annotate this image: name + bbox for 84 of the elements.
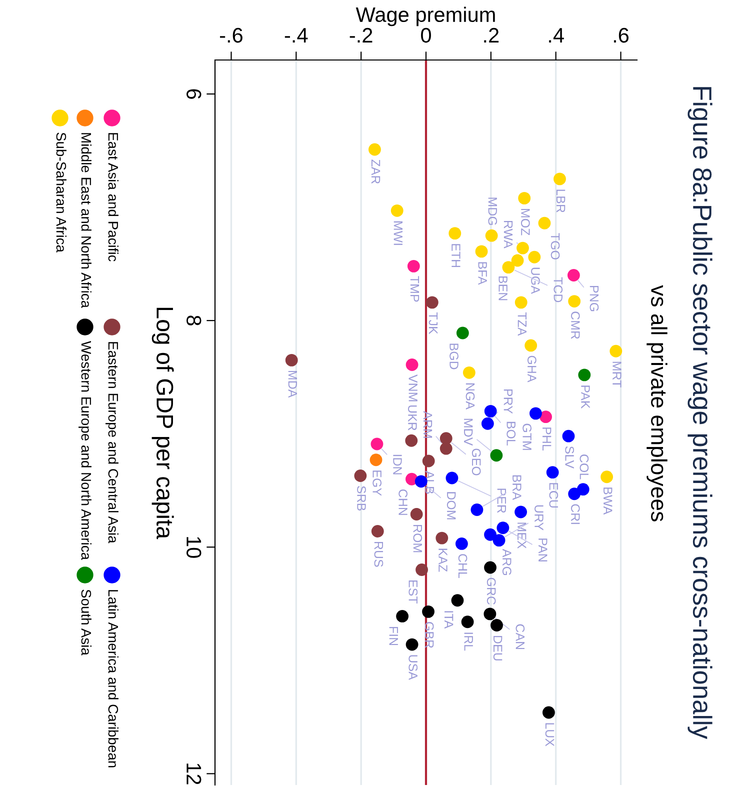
annotation: SRB [357, 486, 366, 511]
annotation: PAN [538, 538, 548, 562]
annotation: FIN [389, 626, 398, 646]
y-axis-title: Log of GDP per capita [152, 308, 174, 540]
annotation: PAK [581, 386, 590, 409]
annotation: GBR [424, 622, 434, 648]
annotation: TCD [554, 277, 563, 302]
annotation: GEO [472, 448, 481, 476]
annotation: GTM [522, 424, 532, 450]
annotation: COL [580, 454, 589, 480]
annotation: CHL [458, 554, 468, 578]
annotation: MEX [518, 522, 526, 549]
annotation: GRC [486, 578, 496, 605]
annotation: BGD [450, 344, 458, 370]
annotation: BRA [512, 475, 522, 500]
legend-label: South Asia [81, 590, 92, 656]
annotation: ARG [502, 548, 512, 576]
annotation: UKR [408, 405, 417, 430]
annotation: USA [408, 655, 418, 680]
annotation: DOM [446, 492, 456, 520]
annotation: KAZ [438, 548, 448, 572]
annotation: DEU [493, 636, 502, 660]
annotation: PER [497, 488, 506, 513]
annotation: TZA [518, 312, 526, 336]
annotation: LUX [545, 723, 554, 746]
annotation: MDG [488, 198, 498, 225]
x-tick-label: .6 [614, 28, 629, 43]
annotation: RWA [504, 220, 513, 248]
annotation: ZAR [371, 160, 380, 184]
legend-label: East Asia and Pacific [108, 133, 118, 262]
x-tick-label: -.2 [350, 28, 372, 42]
annotation: BWA [604, 488, 612, 515]
annotation: LBR [556, 190, 566, 212]
annotation: EST [408, 580, 418, 604]
y-tick-label: 10 [186, 537, 202, 558]
legend-label: Middle East and North Africa [81, 133, 92, 308]
annotation: MRT [612, 362, 622, 388]
annotation: TMP [410, 276, 420, 302]
annotation: VNM [408, 374, 418, 402]
x-axis-title: Wage premium [356, 6, 495, 26]
x-tick-label: .4 [549, 28, 564, 42]
legend-label: Sub-Saharan Africa [56, 132, 66, 252]
annotation: MOZ [521, 208, 530, 236]
legend-label: Western Europe and North America [78, 341, 92, 560]
annotation: CHN [398, 490, 408, 515]
annotation: UGA [531, 268, 540, 294]
text: vs all private employees [646, 285, 668, 522]
text: Figure 8a:Public sector wage premiums cross-nationally [688, 87, 712, 740]
annotation: EGY [372, 470, 382, 496]
annotation: PRY [504, 389, 512, 414]
annotation: MWI [394, 221, 402, 245]
annotation: RUS [374, 542, 384, 567]
annotation: CAN [516, 624, 525, 650]
x-tick-label: -.6 [220, 28, 242, 43]
annotation: TJK [428, 312, 438, 334]
annotation: BOL [506, 422, 516, 446]
annotation: TGO [550, 233, 560, 260]
y-tick-label: 6 [186, 89, 202, 99]
x-tick-label: .2 [484, 28, 499, 42]
annotation: SLV [565, 446, 574, 468]
annotation: PHL [542, 428, 552, 450]
annotation: ROM [413, 525, 422, 552]
annotation: MDA [288, 370, 297, 398]
annotation: ETH [452, 244, 460, 268]
annotation: URY [534, 505, 544, 530]
annotation: IDN [393, 454, 402, 474]
annotation: ITA [444, 611, 454, 629]
y-tick-label: 12 [186, 764, 202, 784]
legend-label: Eastern Europe and Central Asia [106, 342, 118, 544]
annotation: ECU [549, 483, 558, 508]
annotation: CMR [570, 312, 580, 339]
x-tick-label: -.4 [284, 28, 308, 42]
annotation: ARM [423, 411, 432, 438]
annotation: BFA [478, 262, 487, 285]
y-tick-label: 8 [186, 316, 202, 326]
annotation: BEN [498, 276, 508, 300]
annotation: PNG [590, 286, 599, 312]
annotation: GHA [527, 356, 536, 382]
x-tick-label: 0 [421, 28, 431, 43]
annotation: IRL [464, 632, 473, 651]
legend-label: Latin America and Caribbean [108, 590, 118, 768]
annotation: CRI [570, 504, 580, 524]
annotation: NGA [466, 383, 475, 410]
annotation: MDV [464, 418, 473, 446]
